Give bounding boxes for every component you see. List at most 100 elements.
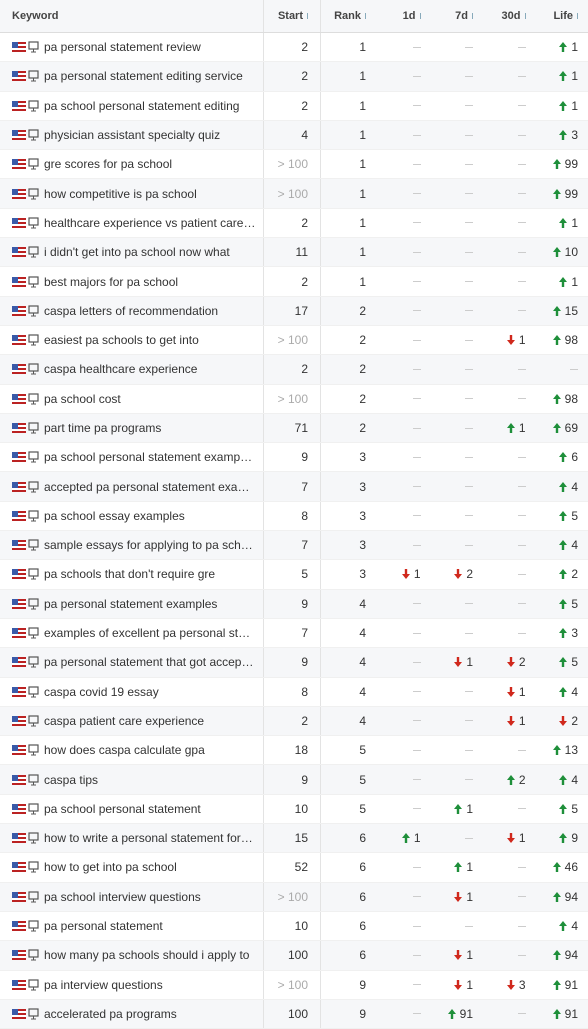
keyword[interactable]: pa interview questions — [44, 978, 163, 992]
keyword[interactable]: pa personal statement review — [44, 40, 201, 54]
keyword[interactable]: caspa tips — [44, 773, 98, 787]
keyword[interactable]: how competitive is pa school — [44, 187, 197, 201]
change-value: 2 — [571, 714, 578, 728]
keyword[interactable]: pa personal statement — [44, 919, 163, 933]
header-cell[interactable]: Life — [536, 0, 588, 32]
empty-dash — [465, 515, 473, 516]
empty-dash — [465, 603, 473, 604]
start-value: 2 — [301, 362, 308, 376]
change-value: 3 — [571, 128, 578, 142]
keyword[interactable]: caspa patient care experience — [44, 714, 204, 728]
keyword[interactable]: best majors for pa school — [44, 275, 178, 289]
keyword[interactable]: pa school personal statement — [44, 802, 201, 816]
device-icon — [26, 100, 40, 112]
life-cell: 94 — [536, 883, 588, 911]
keyword[interactable]: pa personal statement examples — [44, 597, 217, 611]
keyword[interactable]: sample essays for applying to pa sch… — [44, 538, 253, 552]
keyword[interactable]: caspa letters of recommendation — [44, 304, 218, 318]
d30-cell — [483, 121, 536, 149]
keyword[interactable]: pa personal statement that got accep… — [44, 655, 253, 669]
keyword[interactable]: pa school interview questions — [44, 890, 201, 904]
arrow-down — [507, 980, 515, 990]
arrow-up — [559, 569, 567, 579]
d30-cell — [483, 385, 536, 413]
rank-cell: 2 — [321, 414, 378, 442]
d1-cell — [378, 502, 431, 530]
keyword[interactable]: caspa healthcare experience — [44, 362, 197, 376]
change-value: 6 — [571, 450, 578, 464]
arrow-up — [559, 599, 567, 609]
keyword[interactable]: how many pa schools should i apply to — [44, 948, 249, 962]
rank-cell: 2 — [321, 355, 378, 383]
keyword[interactable]: pa school cost — [44, 392, 121, 406]
empty-dash — [518, 486, 526, 487]
keyword[interactable]: how to get into pa school — [44, 860, 177, 874]
empty-dash — [413, 398, 421, 399]
keyword-cell: caspa covid 19 essay — [0, 678, 264, 706]
keyword[interactable]: pa school essay examples — [44, 509, 185, 523]
keyword-cell: caspa tips — [0, 765, 264, 793]
keyword[interactable]: pa schools that don't require gre — [44, 567, 215, 581]
header-cell[interactable]: 7d — [431, 0, 484, 32]
keyword[interactable]: healthcare experience vs patient care… — [44, 216, 255, 230]
keyword[interactable]: accelerated pa programs — [44, 1007, 177, 1021]
arrow-up — [559, 101, 567, 111]
d30-cell — [483, 297, 536, 325]
header-cell[interactable]: Keyword — [0, 0, 264, 32]
keyword[interactable]: pa school personal statement examp… — [44, 450, 252, 464]
device-icon — [26, 246, 40, 258]
keyword[interactable]: accepted pa personal statement exa… — [44, 480, 249, 494]
change-value: 1 — [571, 40, 578, 54]
keyword[interactable]: pa personal statement editing service — [44, 69, 243, 83]
keyword[interactable]: gre scores for pa school — [44, 157, 172, 171]
keyword[interactable]: how to write a personal statement for… — [44, 831, 253, 845]
empty-dash — [465, 164, 473, 165]
d1-cell — [378, 765, 431, 793]
empty-dash — [413, 164, 421, 165]
header-cell[interactable]: 30d — [483, 0, 536, 32]
rank-value: 2 — [359, 421, 366, 435]
start-cell: 2 — [264, 707, 321, 735]
change-value: 94 — [565, 890, 578, 904]
device-icon — [26, 188, 40, 200]
keyword[interactable]: pa school personal statement editing — [44, 99, 239, 113]
d30-cell — [483, 472, 536, 500]
change-value: 1 — [466, 860, 473, 874]
start-cell: 8 — [264, 502, 321, 530]
keyword[interactable]: examples of excellent pa personal st… — [44, 626, 250, 640]
change-value: 1 — [466, 802, 473, 816]
change: 1 — [402, 567, 421, 581]
arrow-down — [454, 892, 462, 902]
rank-value: 3 — [359, 567, 366, 581]
header-cell[interactable]: Start — [264, 0, 321, 32]
change: 99 — [553, 157, 578, 171]
keyword[interactable]: physician assistant specialty quiz — [44, 128, 220, 142]
sort-icon — [307, 13, 308, 19]
d7-cell — [431, 765, 484, 793]
flag-icon — [12, 745, 26, 755]
header-cell[interactable]: Rank — [321, 0, 378, 32]
arrow-up — [553, 189, 561, 199]
start-cell: 2 — [264, 267, 321, 295]
empty-dash — [518, 750, 526, 751]
empty-dash — [518, 193, 526, 194]
rank-cell: 6 — [321, 883, 378, 911]
header-cell[interactable]: 1d — [378, 0, 431, 32]
keyword[interactable]: caspa covid 19 essay — [44, 685, 159, 699]
rank-cell: 2 — [321, 326, 378, 354]
keyword[interactable]: i didn't get into pa school now what — [44, 245, 230, 259]
keyword-cell: how does caspa calculate gpa — [0, 736, 264, 764]
keyword[interactable]: easiest pa schools to get into — [44, 333, 199, 347]
change: 5 — [559, 655, 578, 669]
keyword[interactable]: how does caspa calculate gpa — [44, 743, 205, 757]
flag-icon — [12, 980, 26, 990]
flag-icon — [12, 950, 26, 960]
change: 94 — [553, 948, 578, 962]
d7-cell — [431, 736, 484, 764]
flag-icon — [12, 71, 26, 81]
keyword[interactable]: part time pa programs — [44, 421, 161, 435]
